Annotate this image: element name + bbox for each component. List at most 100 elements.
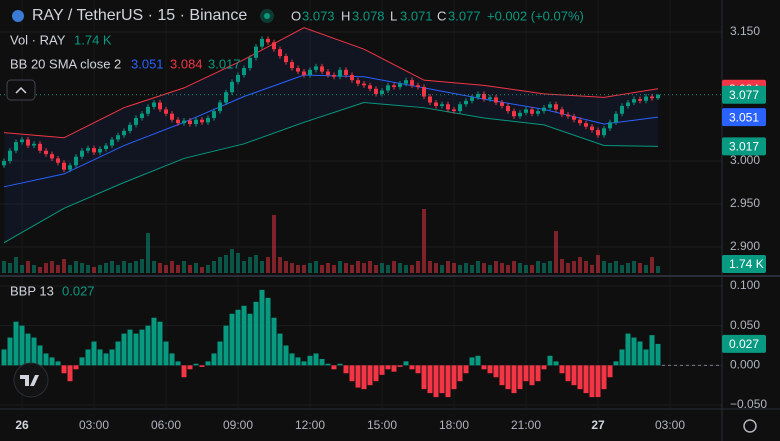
- candle-body: [649, 96, 654, 99]
- candle-body: [128, 124, 133, 131]
- bb-basis-axis-label-box: [722, 108, 766, 127]
- volume-bar: [529, 265, 534, 273]
- tradingview-logo[interactable]: [13, 362, 49, 398]
- volume-bar: [68, 265, 73, 273]
- candle-body: [463, 100, 468, 105]
- volume-bar: [391, 261, 396, 273]
- bbp-bar: [217, 341, 223, 366]
- x-tick-label: 15:00: [367, 418, 397, 432]
- candle-body: [571, 116, 576, 120]
- bbp-bar: [121, 333, 127, 366]
- candle-body: [439, 104, 444, 106]
- logo-mark: [20, 375, 39, 386]
- bbp-bar: [295, 357, 301, 366]
- volume-bar: [164, 265, 169, 273]
- candle-body: [511, 111, 516, 117]
- candle-body: [385, 85, 390, 91]
- y-tick-label: 2.900: [730, 239, 760, 253]
- candle-body: [451, 109, 456, 112]
- candle-body: [344, 69, 349, 76]
- volume-bar: [146, 233, 151, 273]
- volume-bar: [463, 263, 468, 273]
- candle-body: [469, 97, 474, 101]
- y-tick-label: 2.950: [730, 196, 760, 210]
- settings-icon[interactable]: [743, 419, 757, 433]
- bbp-bar: [511, 365, 517, 394]
- volume-bar: [649, 257, 654, 273]
- bbp-bar: [553, 361, 559, 366]
- candle-body: [421, 87, 426, 97]
- collapse-icon: [15, 86, 27, 94]
- bbp-bar: [133, 333, 139, 366]
- candle-body: [230, 81, 235, 93]
- volume-bar: [427, 261, 432, 273]
- bbp-bar: [277, 333, 283, 366]
- bbp-bar: [91, 341, 97, 366]
- bbp-bar: [139, 329, 145, 366]
- volume-bar: [475, 261, 480, 273]
- bbp-bar: [541, 365, 547, 370]
- bbp-bar: [499, 365, 505, 386]
- bbp-bar: [37, 345, 43, 366]
- candle-body: [481, 93, 486, 100]
- bbp-bar: [187, 365, 193, 370]
- bbp-bar: [55, 361, 61, 366]
- bbp-bar: [457, 365, 463, 382]
- candle-body: [643, 96, 648, 101]
- candle-body: [254, 46, 259, 58]
- volume-bar: [182, 261, 187, 273]
- candle-body: [2, 161, 7, 166]
- volume-bar: [176, 265, 181, 273]
- candle-body: [601, 128, 606, 136]
- volume-bar: [254, 255, 259, 273]
- bb-upper-line: [3, 27, 659, 139]
- candle-body: [260, 38, 265, 47]
- candle-body: [134, 118, 139, 125]
- volume-bar: [200, 267, 205, 273]
- x-tick-label: 03:00: [655, 418, 685, 432]
- volume-bar: [559, 259, 564, 273]
- candle-body: [176, 119, 181, 124]
- volume-bar: [248, 257, 253, 273]
- open-value: 3.073: [302, 8, 335, 23]
- volume-bar: [631, 261, 636, 273]
- volume-bar: [493, 261, 498, 273]
- volume-bar: [116, 265, 121, 273]
- bbp-bar: [433, 365, 439, 398]
- candle-body: [38, 143, 43, 151]
- candle-body: [152, 102, 157, 107]
- volume-bar: [577, 257, 582, 273]
- volume-bar: [224, 255, 229, 273]
- bbp-bar: [259, 289, 265, 366]
- candle-body: [637, 99, 642, 101]
- candle-body: [361, 83, 366, 86]
- collapse-button[interactable]: [6, 79, 36, 101]
- bb-lower-axis-label: 3.017: [729, 140, 759, 154]
- bb-basis-value: 3.051: [131, 56, 164, 71]
- bbp-bar: [343, 365, 349, 374]
- bbp-bar: [481, 365, 487, 370]
- volume-bar: [236, 253, 241, 273]
- volume-bar: [350, 265, 355, 273]
- candle-body: [583, 123, 588, 127]
- volume-bar: [367, 261, 372, 273]
- volume-bar: [356, 261, 361, 273]
- bbp-bar: [565, 365, 571, 382]
- candle-body: [625, 102, 630, 106]
- bbp-bar: [355, 365, 361, 388]
- volume-bar: [38, 267, 43, 273]
- candle-body: [62, 162, 67, 170]
- candle-body: [655, 94, 660, 99]
- bbp-bar: [619, 349, 625, 366]
- volume-bar: [188, 265, 193, 273]
- candle-body: [14, 142, 19, 151]
- bbp-bar: [379, 365, 385, 375]
- volume-bar: [32, 265, 37, 273]
- volume-bar: [505, 265, 510, 273]
- volume-bar: [535, 261, 540, 273]
- bb-title: BB 20 SMA close 2: [10, 56, 121, 71]
- x-tick-label: 06:00: [151, 418, 181, 432]
- bbp-bar: [445, 365, 451, 398]
- bb-basis-axis-label: 3.051: [729, 110, 759, 124]
- volume-bar: [583, 261, 588, 273]
